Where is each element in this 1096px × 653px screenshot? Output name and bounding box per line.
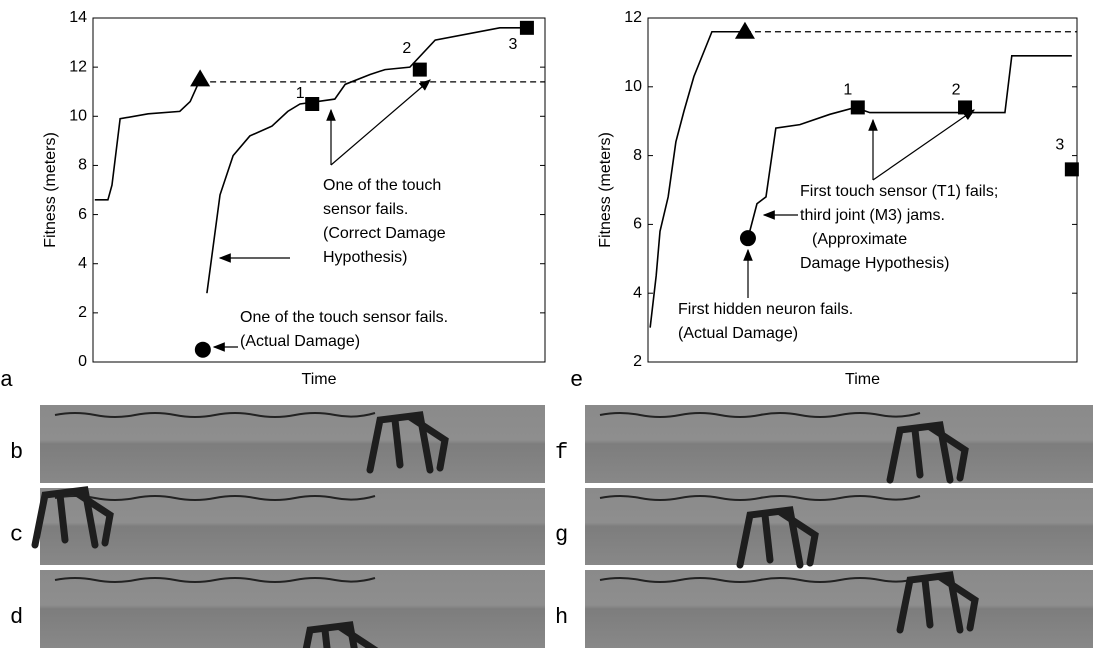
y-tick-label: 0 [78,353,87,370]
robot-image [40,405,545,483]
robot [886,421,969,484]
y-tick-label: 10 [69,108,87,125]
panel-label: g [555,522,568,547]
square-marker [519,20,534,35]
annotation-arrow [872,109,975,181]
plot-frame [92,17,546,363]
annotation: (Actual Damage) [240,333,360,350]
robot [31,486,114,549]
triangle-marker [734,21,755,39]
marker-label: 2 [402,40,411,57]
marker-label: 1 [843,82,852,99]
image-background [585,405,1093,483]
annotation: One of the touch [323,177,441,194]
robot-image [40,570,545,653]
image-background [40,488,545,565]
robot-image [585,570,1093,648]
y-tick-label: 2 [633,353,642,370]
annotation: First hidden neuron fails. [678,301,853,318]
x-axis-label: Time [845,371,880,388]
robot [896,571,979,634]
annotation: One of the touch sensor fails. [240,309,448,326]
robot [736,506,819,569]
trajectory [599,495,921,501]
annotation: (Correct Damage [323,225,446,242]
annotation-arrow [330,79,431,166]
y-tick-label: 4 [78,255,87,272]
y-tick-label: 6 [633,216,642,233]
panel-label: h [555,605,568,630]
y-tick-label: 2 [78,304,87,321]
y-tick-label: 8 [78,157,87,174]
y-tick-label: 12 [624,9,642,26]
square-marker [412,62,427,77]
image-background [585,488,1093,565]
robot-image [585,405,1093,484]
trajectory [54,495,376,501]
marker-label: 3 [1055,137,1064,154]
y-axis-label: Fitness (meters) [597,132,614,248]
fitness-line [649,30,745,328]
image-background [40,570,545,648]
annotation: Damage Hypothesis) [800,255,949,272]
y-tick-label: 10 [624,78,642,95]
square-marker [850,100,865,115]
panel-label: e [570,368,583,393]
image-background [40,405,545,483]
annotation: First touch sensor (T1) fails; [800,183,998,200]
annotation: third joint (M3) jams. [800,207,945,224]
panel-label: d [10,605,23,630]
robot [366,411,449,474]
fitness-line [94,79,201,201]
marker-label: 1 [296,85,305,102]
trajectory [599,412,921,418]
y-tick-label: 12 [69,58,87,75]
x-axis-label: Time [302,371,337,388]
triangle-marker [190,69,211,87]
robot-image [31,486,545,565]
fitness-line [206,27,527,294]
annotation: (Actual Damage) [678,325,798,342]
trajectory [54,412,376,418]
trajectory [599,577,921,583]
trajectory [54,577,376,583]
y-tick-label: 4 [633,284,642,301]
robot-image [585,488,1093,569]
panel-label: b [10,440,23,465]
panel-label: f [555,440,568,465]
y-tick-label: 14 [69,9,87,26]
square-marker [305,97,320,111]
marker-label: 3 [508,36,517,53]
annotation: sensor fails. [323,201,408,218]
y-tick-label: 8 [633,147,642,164]
image-background [585,570,1093,648]
marker-label: 2 [952,82,961,99]
y-axis-label: Fitness (meters) [42,132,59,248]
annotation: Hypothesis) [323,249,407,266]
panel-label: c [10,522,23,547]
square-marker [1064,162,1079,177]
panel-label: a [0,368,13,393]
plot-frame [647,17,1078,363]
fitness-line [747,55,1072,239]
annotation: (Approximate [812,231,907,248]
circle-marker [739,230,756,247]
y-tick-label: 6 [78,206,87,223]
circle-marker [194,341,211,358]
